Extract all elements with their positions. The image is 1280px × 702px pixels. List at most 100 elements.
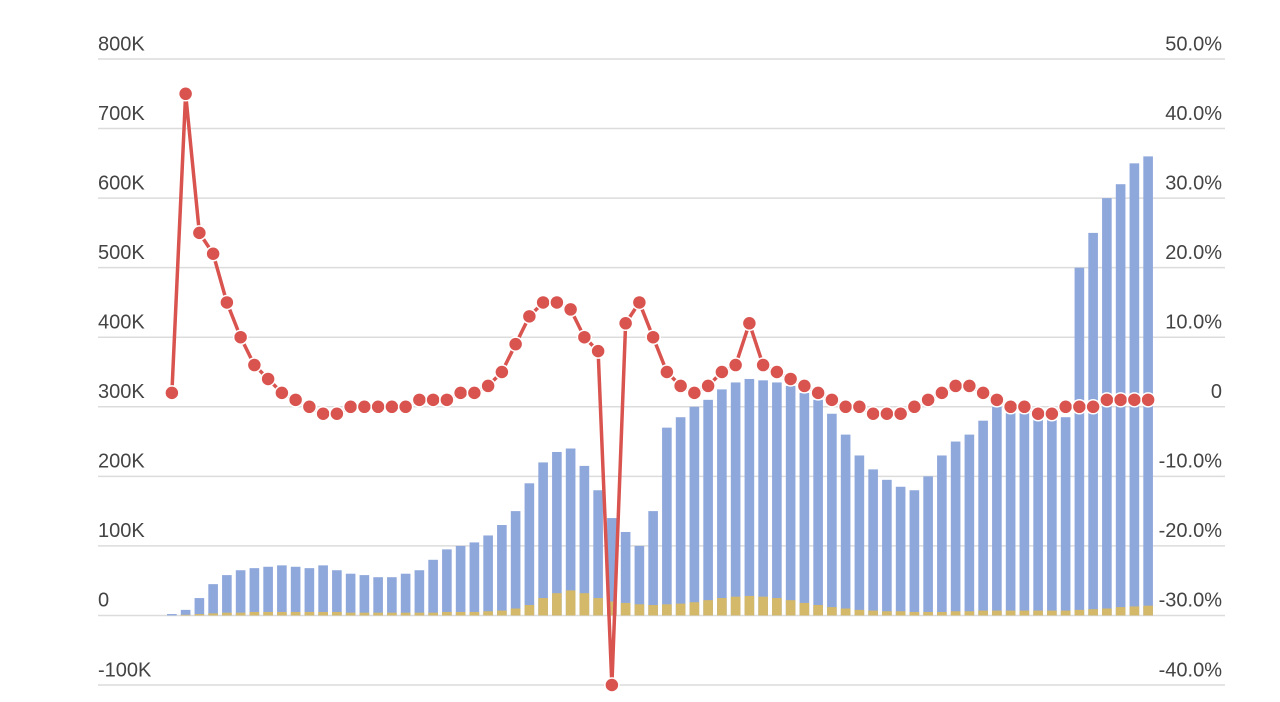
bar bbox=[868, 469, 878, 616]
bar bbox=[992, 406, 1002, 616]
bar bbox=[895, 486, 906, 616]
bar bbox=[524, 605, 535, 616]
y-tick-label: 500K bbox=[98, 242, 145, 264]
bar bbox=[689, 406, 700, 616]
bar bbox=[662, 604, 672, 616]
bar bbox=[263, 566, 273, 616]
bar bbox=[538, 462, 548, 616]
point bbox=[672, 378, 689, 394]
bar bbox=[359, 612, 370, 616]
bar bbox=[675, 417, 686, 616]
point bbox=[604, 677, 620, 693]
y-tick-label: 600K bbox=[98, 172, 145, 194]
bar bbox=[703, 600, 713, 616]
point bbox=[989, 392, 1005, 408]
bar bbox=[579, 465, 590, 616]
bar bbox=[634, 604, 645, 616]
bar bbox=[304, 611, 315, 616]
point bbox=[205, 246, 221, 262]
bar bbox=[167, 614, 177, 616]
point bbox=[356, 399, 373, 415]
bar bbox=[882, 611, 892, 616]
bar bbox=[854, 609, 865, 616]
point bbox=[246, 357, 263, 373]
bar bbox=[992, 610, 1002, 616]
point bbox=[549, 294, 565, 311]
y-tick-label: 400K bbox=[98, 312, 145, 334]
bar bbox=[827, 413, 837, 616]
bar bbox=[290, 566, 301, 616]
bar bbox=[772, 598, 782, 616]
bar bbox=[318, 611, 328, 616]
point bbox=[274, 385, 290, 401]
bar bbox=[1088, 609, 1098, 616]
point bbox=[370, 399, 386, 415]
point bbox=[1140, 392, 1156, 408]
point bbox=[590, 343, 606, 359]
point bbox=[329, 405, 345, 422]
bar bbox=[455, 545, 466, 616]
point bbox=[342, 399, 359, 415]
point bbox=[934, 385, 950, 401]
bar bbox=[607, 518, 617, 616]
bar bbox=[222, 612, 232, 616]
bar bbox=[648, 605, 658, 616]
bar bbox=[620, 602, 631, 616]
bar bbox=[180, 614, 191, 616]
bar bbox=[414, 612, 425, 616]
bar bbox=[428, 559, 438, 616]
bar bbox=[552, 451, 562, 616]
bar bbox=[565, 590, 576, 616]
bar bbox=[648, 511, 658, 616]
bar bbox=[1047, 610, 1057, 616]
bar bbox=[675, 603, 686, 616]
bar bbox=[180, 609, 191, 616]
bar bbox=[359, 575, 370, 616]
point bbox=[892, 405, 909, 422]
bar bbox=[194, 598, 205, 616]
bar bbox=[799, 602, 810, 616]
bar bbox=[277, 565, 287, 616]
point bbox=[837, 399, 854, 415]
point bbox=[727, 357, 744, 373]
bar bbox=[1074, 267, 1085, 616]
bar bbox=[373, 612, 383, 616]
bar bbox=[552, 593, 562, 616]
point bbox=[425, 392, 441, 408]
bar bbox=[758, 380, 768, 616]
bar bbox=[538, 598, 548, 616]
bar bbox=[813, 399, 823, 616]
bar bbox=[662, 427, 672, 616]
y-tick-label: -100K bbox=[98, 659, 152, 681]
point bbox=[1057, 399, 1074, 415]
y2-tick-label: 20.0% bbox=[1165, 242, 1222, 264]
point bbox=[1099, 392, 1115, 408]
y2-tick-label: -10.0% bbox=[1159, 451, 1223, 473]
bar bbox=[1033, 610, 1043, 616]
bar bbox=[1005, 610, 1016, 616]
point bbox=[1030, 405, 1046, 422]
y-tick-label: 800K bbox=[98, 33, 145, 55]
point bbox=[384, 399, 400, 415]
bar bbox=[607, 601, 617, 616]
bar bbox=[373, 577, 383, 616]
point bbox=[906, 399, 923, 415]
bar bbox=[345, 573, 356, 616]
point bbox=[645, 329, 661, 345]
bar bbox=[909, 611, 920, 616]
bar bbox=[332, 570, 342, 616]
bar bbox=[703, 399, 713, 616]
bar bbox=[1005, 406, 1016, 616]
point bbox=[452, 385, 469, 401]
bar bbox=[290, 611, 301, 616]
bar bbox=[895, 611, 906, 616]
point bbox=[865, 405, 881, 422]
bar bbox=[634, 545, 645, 616]
bar bbox=[428, 612, 438, 616]
point bbox=[535, 294, 551, 311]
bar bbox=[442, 611, 452, 616]
bar bbox=[937, 611, 947, 616]
point bbox=[1071, 399, 1088, 415]
point bbox=[1112, 392, 1129, 408]
bar bbox=[840, 608, 851, 616]
